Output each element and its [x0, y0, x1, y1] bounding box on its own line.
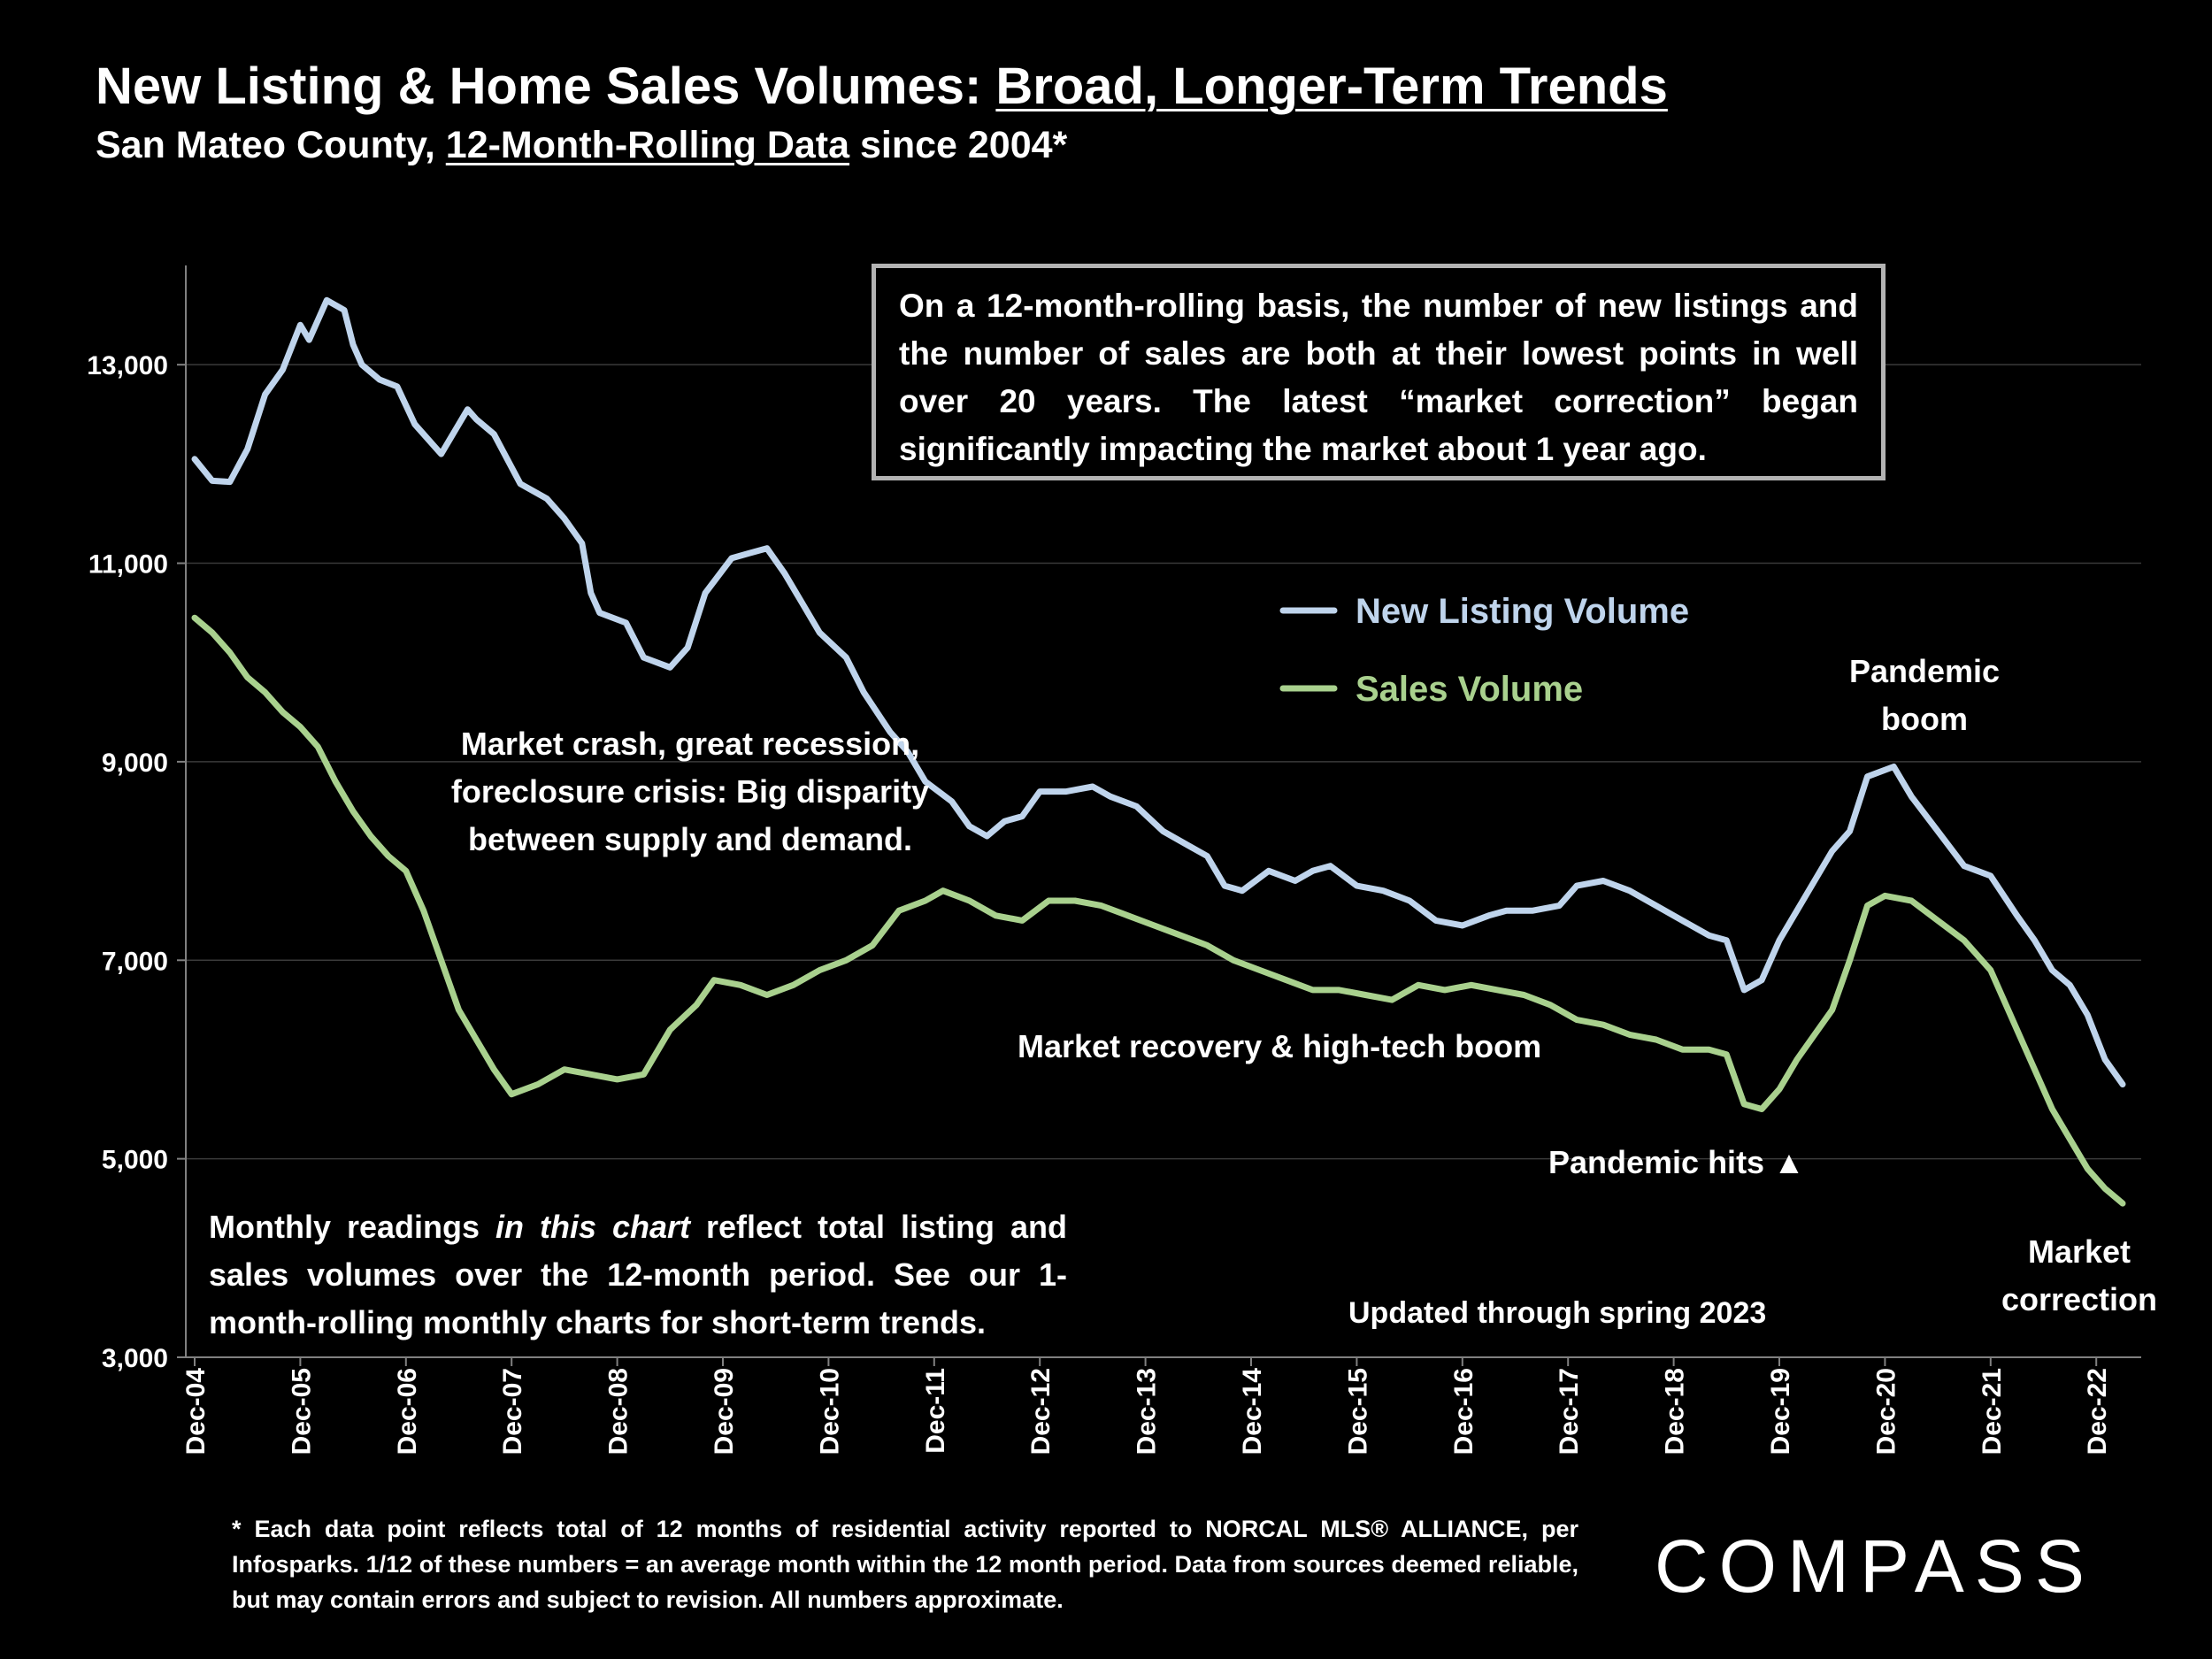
legend-label-sales: Sales Volume — [1356, 670, 1583, 709]
x-tick-label: Dec-11 — [921, 1368, 950, 1454]
x-tick-label: Dec-07 — [498, 1368, 527, 1455]
annotation-pandemic-boom: Pandemic boom — [1848, 653, 2001, 737]
annotation-market-crash: Market crash, great recession, foreclosu… — [450, 726, 930, 857]
x-tick-label: Dec-14 — [1238, 1368, 1267, 1455]
y-tick-label: 3,000 — [102, 1344, 168, 1373]
annotation-market-recovery: Market recovery & high-tech boom — [1018, 1028, 1542, 1064]
x-tick-label: Dec-12 — [1026, 1368, 1056, 1455]
y-tick-label: 11,000 — [88, 550, 168, 580]
y-tick-label: 9,000 — [102, 749, 168, 778]
x-axis-ticks: Dec-04 Dec-05 Dec-06 Dec-07 Dec-08 Dec-09 Dec-… — [181, 1357, 2112, 1455]
x-tick-label: Dec-05 — [287, 1368, 316, 1455]
annotation-market-correction: Market correction — [2001, 1233, 2158, 1317]
chart-subtitle: San Mateo County, 12-Month-Rolling Data … — [96, 124, 1068, 166]
x-tick-label: Dec-20 — [1871, 1368, 1901, 1455]
x-tick-label: Dec-06 — [393, 1368, 422, 1455]
chart-title: New Listing & Home Sales Volumes: Broad,… — [96, 58, 1668, 115]
annotation-pandemic-hits: Pandemic hits ▲ — [1548, 1144, 1805, 1180]
x-tick-label: Dec-17 — [1555, 1368, 1584, 1455]
annotation-updated: Updated through spring 2023 — [1348, 1296, 1767, 1330]
monthly-readings-note: Monthly readings in this chart reflect t… — [209, 1209, 1067, 1340]
footnote: * Each data point reflects total of 12 m… — [232, 1516, 1578, 1613]
x-tick-label: Dec-10 — [815, 1368, 844, 1455]
y-tick-label: 13,000 — [87, 351, 168, 380]
legend: New Listing Volume Sales Volume — [1279, 592, 1689, 709]
x-tick-label: Dec-22 — [2083, 1368, 2112, 1455]
series-line-new-listing — [191, 296, 2126, 1087]
y-tick-label: 5,000 — [102, 1146, 168, 1175]
summary-callout-text: On a 12-month-rolling basis, the number … — [899, 288, 1858, 467]
x-tick-label: Dec-15 — [1343, 1368, 1372, 1455]
y-tick-label: 7,000 — [102, 947, 168, 976]
summary-callout-box: On a 12-month-rolling basis, the number … — [872, 264, 1886, 480]
x-tick-label: Dec-21 — [1978, 1368, 2007, 1455]
x-tick-label: Dec-08 — [604, 1368, 634, 1455]
compass-logo: COMPASS — [1655, 1525, 2095, 1608]
x-tick-label: Dec-19 — [1766, 1368, 1795, 1455]
x-tick-label: Dec-18 — [1661, 1368, 1690, 1455]
x-tick-label: Dec-04 — [181, 1368, 211, 1455]
x-tick-label: Dec-09 — [710, 1368, 739, 1455]
x-tick-label: Dec-16 — [1449, 1368, 1479, 1455]
series-line-sales — [191, 614, 2126, 1207]
legend-label-new-listing: New Listing Volume — [1356, 592, 1689, 631]
y-axis-ticks: 3,000 5,000 7,000 9,000 11,000 13,000 — [87, 351, 186, 1373]
x-tick-label: Dec-13 — [1133, 1368, 1162, 1455]
chart-series — [191, 296, 2126, 1207]
